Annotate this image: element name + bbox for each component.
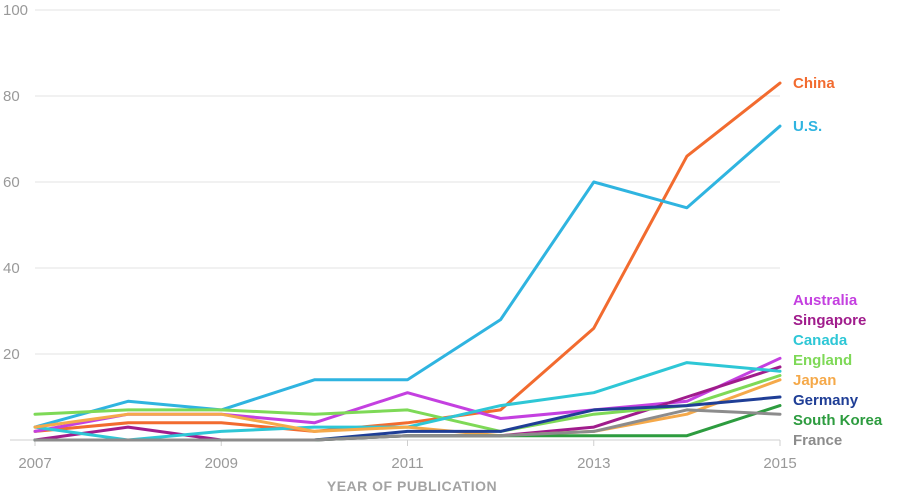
series-label-china: China <box>793 75 835 92</box>
y-tick-label-60: 60 <box>3 174 20 191</box>
y-tick-label-40: 40 <box>3 260 20 277</box>
series-label-canada: Canada <box>793 332 848 349</box>
x-axis-title: YEAR OF PUBLICATION <box>327 478 497 494</box>
grid-layer <box>35 9 780 355</box>
series-layer <box>33 81 782 442</box>
y-tick-label-80: 80 <box>3 88 20 105</box>
x-tick-label-2011: 2011 <box>391 455 423 472</box>
y-tick-label-100: 100 <box>3 2 28 19</box>
series-line-china <box>33 81 782 433</box>
y-tick-label-20: 20 <box>3 346 20 363</box>
series-line-u-s <box>33 124 782 429</box>
series-label-south-korea: South Korea <box>793 412 883 429</box>
series-label-england: England <box>793 352 852 369</box>
series-label-japan: Japan <box>793 372 836 389</box>
x-tick-label-2007: 2007 <box>18 455 51 472</box>
series-label-australia: Australia <box>793 292 858 309</box>
series-label-u-s: U.S. <box>793 118 822 135</box>
series-label-germany: Germany <box>793 392 859 409</box>
series-label-france: France <box>793 432 842 449</box>
x-tick-label-2013: 2013 <box>577 455 610 472</box>
x-tick-label-2015: 2015 <box>763 455 796 472</box>
label-layer: China U.S. Australia Singapore England Canada… <box>793 75 883 449</box>
series-line-france <box>33 408 782 442</box>
series-label-singapore: Singapore <box>793 312 866 329</box>
series-line-japan <box>33 378 782 438</box>
x-tick-label-2009: 2009 <box>205 455 238 472</box>
